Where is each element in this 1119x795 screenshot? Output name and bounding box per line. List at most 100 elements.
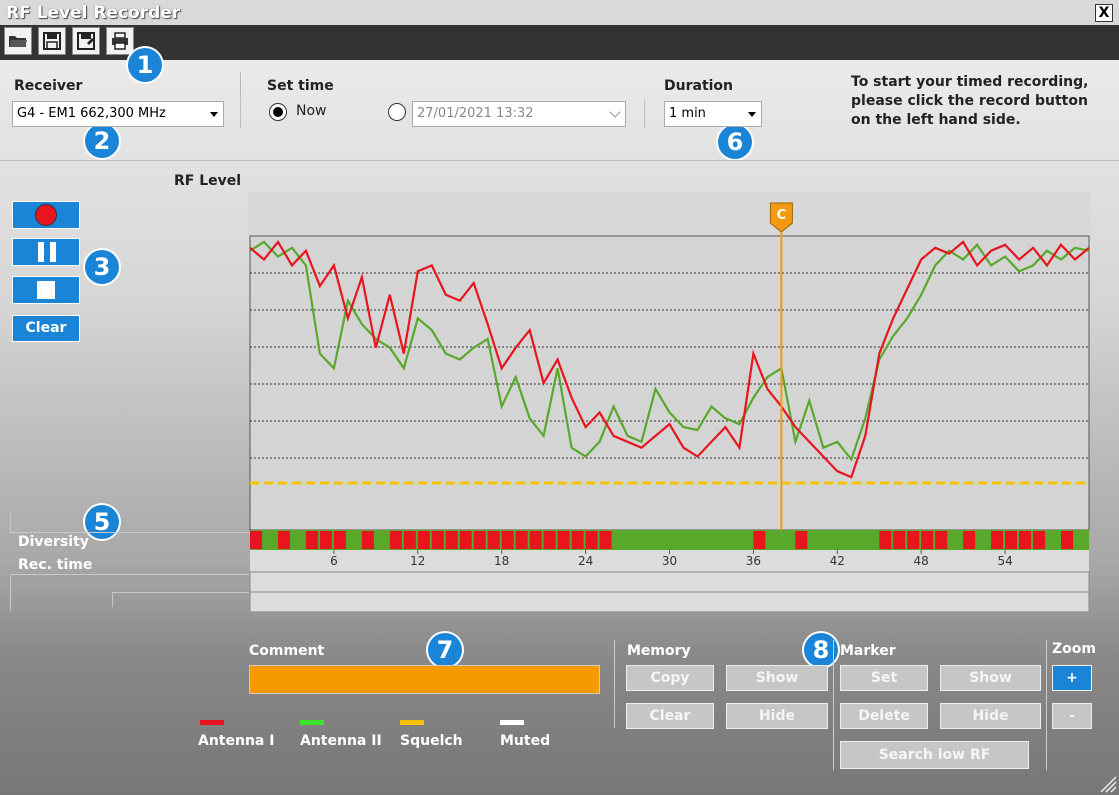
duration-select[interactable]: 1 min <box>664 101 762 127</box>
set-time-label: Set time <box>267 78 334 94</box>
open-file-button[interactable] <box>4 27 32 55</box>
marker-track <box>248 192 1091 236</box>
marker-hide-button[interactable]: Hide <box>940 703 1041 729</box>
duration-label: Duration <box>664 78 734 94</box>
diversity-segment-antenna-1 <box>515 531 528 549</box>
diversity-segment-antenna-1 <box>795 531 808 549</box>
marker-set-button[interactable]: Set <box>840 665 928 691</box>
diversity-segment-antenna-1 <box>529 531 542 549</box>
diversity-segment-antenna-1 <box>753 531 766 549</box>
rec-time-bracket <box>10 574 251 611</box>
x-tick-label: 36 <box>746 554 761 568</box>
x-tick-label: 30 <box>662 554 677 568</box>
diversity-segment-antenna-1 <box>543 531 556 549</box>
instructions-line-2: please click the record button <box>851 93 1088 109</box>
plot-area <box>249 235 1090 531</box>
save-as-button[interactable] <box>72 27 100 55</box>
diversity-segment-antenna-1 <box>907 531 920 549</box>
diversity-segment-antenna-1 <box>277 531 290 549</box>
save-as-icon <box>77 32 95 50</box>
memory-clear-button[interactable]: Clear <box>626 703 714 729</box>
diversity-segment-antenna-1 <box>333 531 346 549</box>
antenna-2-series <box>249 240 1090 462</box>
legend-swatch-squelch <box>400 720 424 725</box>
now-radio[interactable] <box>269 103 287 121</box>
instructions-line-3: on the left hand side. <box>851 112 1021 128</box>
zoom-in-button[interactable]: + <box>1052 665 1092 691</box>
divider <box>614 640 615 728</box>
save-button[interactable] <box>38 27 66 55</box>
diversity-segment-antenna-1 <box>473 531 486 549</box>
x-tick-label: 12 <box>410 554 425 568</box>
x-tick-label: 24 <box>578 554 593 568</box>
marker-delete-button[interactable]: Delete <box>840 703 928 729</box>
title-bar <box>0 0 1119 25</box>
memory-show-button[interactable]: Show <box>726 665 828 691</box>
receiver-select[interactable]: G4 - EM1 662,300 MHz <box>12 101 224 127</box>
diversity-segment-antenna-1 <box>1005 531 1018 549</box>
marker-show-button[interactable]: Show <box>940 665 1041 691</box>
comment-label: Comment <box>249 643 325 659</box>
x-tick-label: 48 <box>914 554 929 568</box>
print-icon <box>112 32 128 50</box>
stop-button[interactable] <box>12 276 80 304</box>
diversity-segment-antenna-1 <box>305 531 318 549</box>
legend-squelch: Squelch <box>400 733 463 749</box>
diversity-segment-antenna-1 <box>585 531 598 549</box>
diversity-segments <box>250 531 1074 549</box>
rf-level-label: RF Level <box>174 173 242 189</box>
zoom-out-button[interactable]: - <box>1052 703 1092 729</box>
x-tick-label: 6 <box>330 554 338 568</box>
folder-open-icon <box>9 36 27 47</box>
diversity-segment-antenna-1 <box>417 531 430 549</box>
receiver-value: G4 - EM1 662,300 MHz <box>17 106 166 121</box>
diversity-segment-antenna-1 <box>879 531 892 549</box>
print-button[interactable] <box>106 27 134 55</box>
datetime-value: 27/01/2021 13:32 <box>417 106 534 121</box>
marker-c-text: C <box>777 208 787 223</box>
record-button[interactable] <box>12 201 80 229</box>
diversity-segment-antenna-1 <box>361 531 374 549</box>
diversity-segment-antenna-1 <box>319 531 332 549</box>
legend-swatch-muted <box>500 720 524 725</box>
callout-badge-7: 7 <box>428 633 462 667</box>
datetime-picker[interactable]: 27/01/2021 13:32 <box>412 101 626 127</box>
divider <box>240 72 241 128</box>
search-low-rf-button[interactable]: Search low RF <box>840 741 1029 769</box>
rec-time-track-2 <box>249 591 1090 613</box>
marker-label: Marker <box>840 643 896 659</box>
diversity-segment-antenna-1 <box>459 531 472 549</box>
diversity-segment-antenna-1 <box>921 531 934 549</box>
memory-hide-button[interactable]: Hide <box>726 703 828 729</box>
antenna-1-series <box>249 239 1090 479</box>
diversity-segment-antenna-1 <box>935 531 948 549</box>
clear-recording-button[interactable]: Clear <box>12 315 80 342</box>
close-button[interactable]: X <box>1095 4 1113 22</box>
diversity-bracket <box>10 512 251 533</box>
instructions-line-1: To start your timed recording, <box>851 74 1089 90</box>
comment-input[interactable] <box>249 665 600 694</box>
window-title: RF Level Recorder <box>6 3 181 23</box>
callout-badge-3: 3 <box>85 250 119 284</box>
datetime-radio[interactable] <box>388 103 406 121</box>
pause-icon <box>38 242 56 262</box>
save-icon <box>43 32 61 50</box>
diversity-segment-antenna-1 <box>963 531 976 549</box>
memory-label: Memory <box>627 643 691 659</box>
marker-c-flag[interactable]: C <box>769 202 793 233</box>
pause-button[interactable] <box>12 238 80 266</box>
rf-level-chart[interactable]: C 6 12 18 24 30 36 42 48 54 <box>248 192 1091 614</box>
diversity-segment-antenna-1 <box>571 531 584 549</box>
now-radio-label: Now <box>296 103 327 119</box>
resize-grip-icon[interactable] <box>1097 773 1117 793</box>
diversity-segment-antenna-1 <box>1019 531 1032 549</box>
memory-copy-button[interactable]: Copy <box>626 665 714 691</box>
diversity-segment-antenna-1 <box>403 531 416 549</box>
callout-badge-6: 6 <box>718 125 752 159</box>
diversity-label: Diversity <box>18 534 89 550</box>
callout-badge-2: 2 <box>85 124 119 158</box>
legend-antenna-1: Antenna I <box>198 733 275 749</box>
divider <box>1046 640 1047 770</box>
divider <box>0 160 1119 161</box>
